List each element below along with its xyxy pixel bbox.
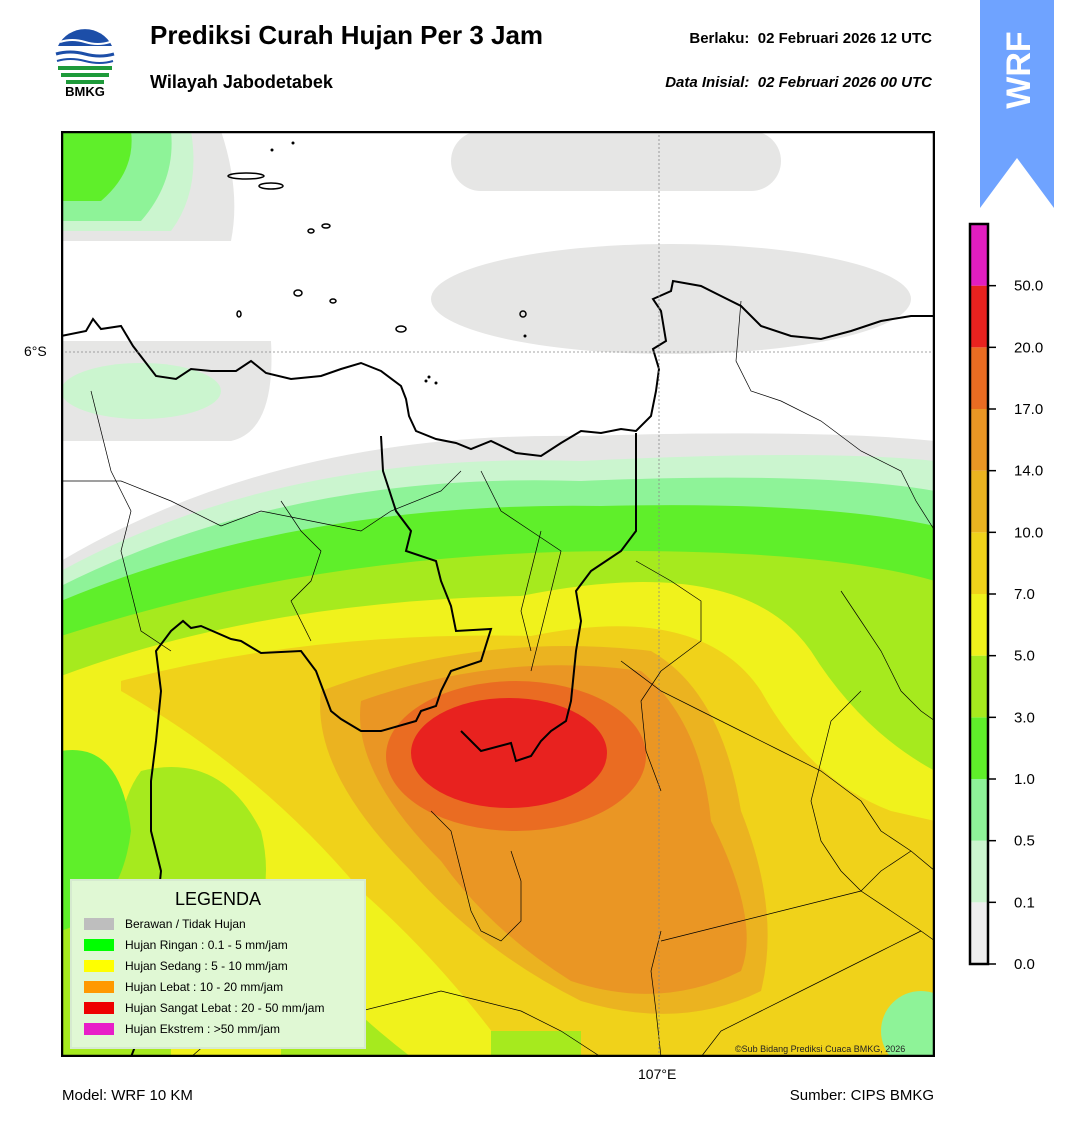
region-subtitle: Wilayah Jabodetabek [150, 72, 333, 92]
colorbar-segment [970, 409, 988, 471]
colorbar-tick-label: 0.1 [1014, 894, 1035, 911]
colorbar-segment [970, 532, 988, 594]
colorbar-ticks: 0.0 0.1 0.5 1.0 3.0 5.0 7.0 10.0 14.0 17.0 20.0 50.… [988, 278, 1043, 972]
colorbar-segment [970, 655, 988, 718]
legend-label: Hujan Sedang : 5 - 10 mm/jam [125, 959, 288, 973]
colorbar-tick-label: 1.0 [1014, 771, 1035, 788]
wrf-badge-text: WRF [1000, 31, 1038, 108]
colorbar: 0.0 0.1 0.5 1.0 3.0 5.0 7.0 10.0 14.0 17.0 20.0 50.… [968, 222, 1043, 972]
legend-title: LEGENDA [174, 889, 262, 909]
latitude-label: 6°S [24, 343, 47, 359]
valid-time: Berlaku: 02 Februari 2026 12 UTC [689, 30, 932, 47]
logo-text: BMKG [65, 84, 105, 99]
longitude-label: 107°E [638, 1066, 677, 1082]
colorbar-tick-label: 5.0 [1014, 648, 1035, 665]
legend-swatch [84, 960, 114, 972]
legend-swatch [84, 1023, 114, 1035]
colorbar-segment [970, 347, 988, 409]
legend-label: Hujan Lebat : 10 - 20 mm/jam [125, 980, 284, 994]
init-time-value: 02 Februari 2026 00 UTC [757, 74, 932, 91]
copyright-text: ©Sub Bidang Prediksi Cuaca BMKG, 2026 [735, 1044, 906, 1054]
valid-time-label: Berlaku: [689, 30, 750, 47]
colorbar-tick-label: 10.0 [1014, 524, 1043, 541]
colorbar-tick-label: 50.0 [1014, 278, 1043, 295]
colorbar-segment [970, 594, 988, 656]
legend-item: Hujan Lebat : 10 - 20 mm/jam [84, 978, 283, 996]
bmkg-logo-icon [55, 26, 115, 86]
legend-swatch [84, 918, 114, 930]
map-legend: LEGENDA Berawan / Tidak Hujan Hujan Ring… [70, 879, 366, 1049]
colorbar-segments [970, 224, 988, 964]
colorbar-segment [970, 717, 988, 779]
colorbar-segment [970, 470, 988, 533]
legend-swatch [84, 939, 114, 951]
colorbar-tick-label: 0.0 [1014, 956, 1035, 972]
model-label: Model: WRF 10 KM [62, 1087, 193, 1104]
colorbar-tick-label: 20.0 [1014, 339, 1043, 356]
colorbar-tick-label: 3.0 [1014, 709, 1035, 726]
colorbar-tick-label: 17.0 [1014, 401, 1043, 418]
valid-time-value: 02 Februari 2026 12 UTC [757, 30, 932, 47]
legend-item: Hujan Ekstrem : >50 mm/jam [84, 1020, 280, 1038]
legend-swatch [84, 1002, 114, 1014]
colorbar-tick-label: 0.5 [1014, 833, 1035, 850]
init-time: Data Inisial: 02 Februari 2026 00 UTC [665, 74, 932, 91]
legend-item: Hujan Ringan : 0.1 - 5 mm/jam [84, 936, 288, 954]
colorbar-tick-label: 14.0 [1014, 463, 1043, 480]
source-label: Sumber: CIPS BMKG [789, 1087, 934, 1104]
legend-item: Berawan / Tidak Hujan [84, 915, 246, 933]
legend-item: Hujan Sedang : 5 - 10 mm/jam [84, 957, 288, 975]
wrf-badge: WRF [980, 0, 1054, 208]
legend-label: Berawan / Tidak Hujan [125, 917, 246, 931]
init-time-label: Data Inisial: [665, 74, 750, 91]
colorbar-segment [970, 902, 988, 964]
legend-label: Hujan Sangat Lebat : 20 - 50 mm/jam [125, 1001, 325, 1015]
legend-swatch [84, 981, 114, 993]
page-title: Prediksi Curah Hujan Per 3 Jam [150, 20, 544, 50]
colorbar-segment [970, 224, 988, 286]
colorbar-tick-label: 7.0 [1014, 586, 1035, 603]
legend-label: Hujan Ekstrem : >50 mm/jam [125, 1022, 281, 1036]
regency-boundaries [61, 300, 935, 1057]
colorbar-segment [970, 779, 988, 841]
colorbar-segment [970, 840, 988, 903]
legend-label: Hujan Ringan : 0.1 - 5 mm/jam [125, 938, 288, 952]
legend-item: Hujan Sangat Lebat : 20 - 50 mm/jam [84, 999, 324, 1017]
colorbar-segment [970, 285, 988, 348]
